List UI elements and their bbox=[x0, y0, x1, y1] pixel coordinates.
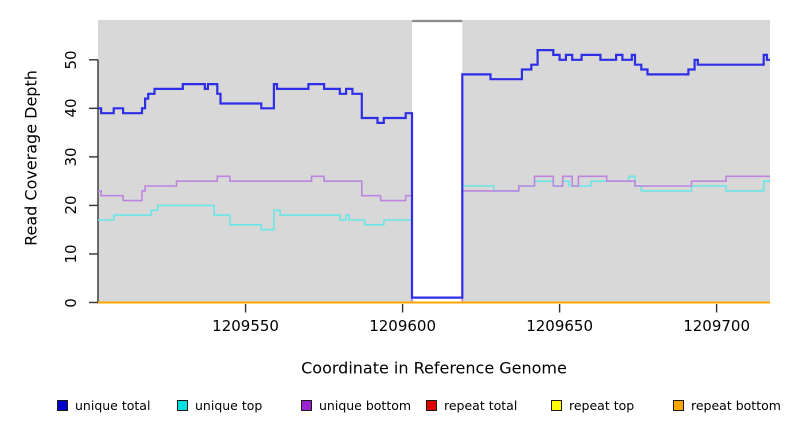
legend-swatch-icon bbox=[426, 399, 437, 411]
legend-item-repeat-bottom: repeat bottom bbox=[673, 397, 781, 413]
legend-swatch-icon bbox=[57, 399, 68, 411]
y-tick-label: 10 bbox=[62, 244, 80, 264]
y-tick-label: 0 bbox=[62, 297, 80, 308]
legend-item-unique-total: unique total bbox=[57, 397, 150, 413]
y-tick-label: 40 bbox=[62, 98, 80, 118]
legend-label: unique top bbox=[195, 397, 263, 413]
legend-swatch-icon bbox=[551, 399, 562, 411]
legend-label: repeat top bbox=[569, 397, 635, 413]
legend-item-unique-bottom: unique bottom bbox=[301, 397, 411, 413]
legend-item-unique-top: unique top bbox=[177, 397, 262, 413]
x-tick-label: 1209600 bbox=[369, 317, 436, 335]
x-tick-label: 1209550 bbox=[212, 317, 279, 335]
x-tick-label: 1209650 bbox=[526, 317, 593, 335]
x-tick-label: 1209700 bbox=[683, 317, 751, 335]
legend-item-repeat-total: repeat total bbox=[426, 397, 517, 413]
legend-item-repeat-top: repeat top bbox=[551, 397, 634, 413]
y-tick-label: 20 bbox=[62, 195, 80, 215]
legend-label: repeat total bbox=[444, 397, 518, 413]
legend-label: repeat bottom bbox=[691, 397, 781, 413]
legend-swatch-icon bbox=[673, 399, 684, 411]
series-unique-total bbox=[98, 49, 770, 299]
legend-swatch-icon bbox=[301, 399, 312, 411]
no-data-gap bbox=[412, 20, 463, 303]
y-tick-label: 50 bbox=[62, 50, 80, 70]
y-tick-label: 30 bbox=[62, 147, 80, 167]
legend-label: unique total bbox=[75, 397, 151, 413]
y-axis-title: Read Coverage Depth bbox=[21, 70, 41, 246]
legend-swatch-icon bbox=[177, 399, 188, 411]
x-axis-title: Coordinate in Reference Genome bbox=[301, 358, 567, 378]
series-unique-bottom bbox=[98, 175, 770, 304]
legend-label: unique bottom bbox=[319, 397, 412, 413]
